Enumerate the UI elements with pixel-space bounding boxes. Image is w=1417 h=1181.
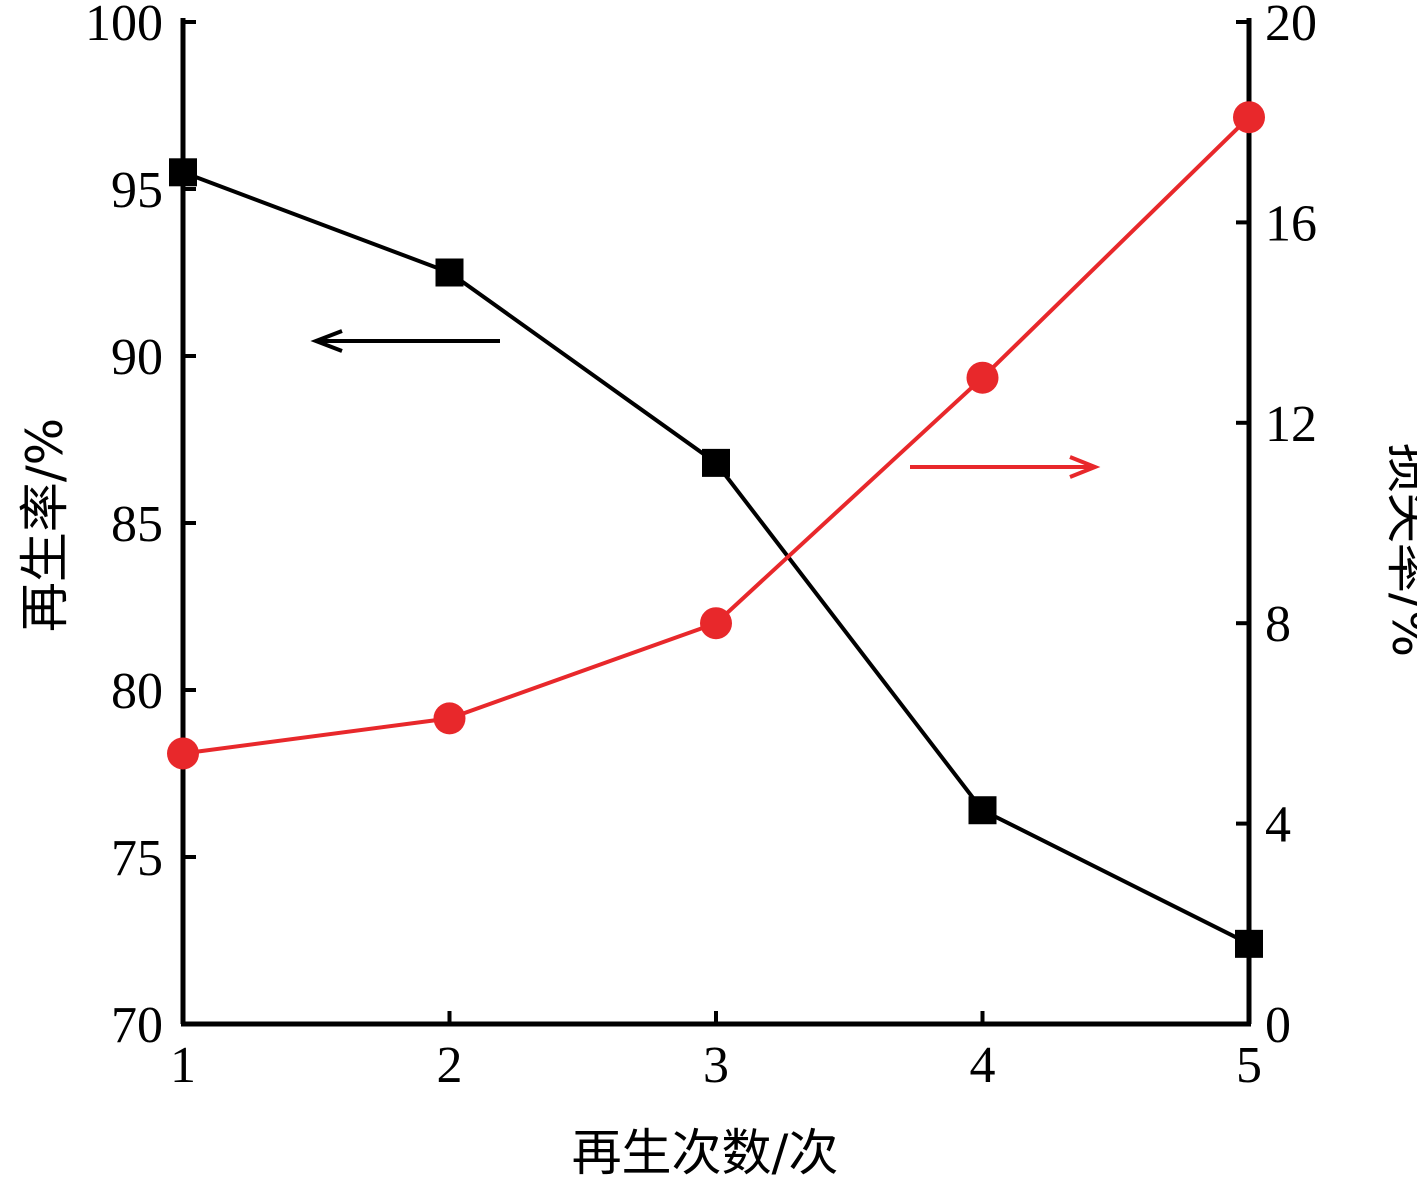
y-tick-label-left: 100 bbox=[85, 0, 163, 52]
series-1-point bbox=[1235, 929, 1263, 958]
y-tick-label-left: 90 bbox=[111, 329, 163, 386]
series-1-point bbox=[968, 796, 997, 825]
series-1-point bbox=[435, 258, 464, 287]
y-tick-label-left: 70 bbox=[111, 997, 163, 1054]
y-tick-label-right: 0 bbox=[1265, 997, 1291, 1054]
x-tick-label: 5 bbox=[1236, 1037, 1262, 1094]
y-tick-label-right: 16 bbox=[1265, 195, 1317, 252]
y-axis-title-right: 损失率/% bbox=[1381, 443, 1417, 657]
series-2-point bbox=[966, 361, 999, 394]
left-arrow-head bbox=[310, 329, 343, 353]
y-tick-label-right: 20 bbox=[1265, 0, 1317, 52]
series bbox=[167, 101, 1265, 958]
annotations bbox=[310, 329, 1101, 479]
series-2-line bbox=[182, 115, 1251, 756]
x-tick-label: 3 bbox=[703, 1037, 729, 1094]
y-axis-title-left: 再生率/% bbox=[16, 418, 74, 632]
series-2-point bbox=[433, 702, 466, 735]
axes bbox=[180, 18, 1252, 1027]
y-tick-label-right: 8 bbox=[1265, 596, 1291, 653]
series-2-point bbox=[167, 737, 199, 770]
y-tick-label-right: 4 bbox=[1265, 797, 1291, 854]
series-1-point bbox=[169, 158, 197, 187]
series-2-point bbox=[1233, 101, 1265, 134]
series-1-line bbox=[182, 170, 1250, 946]
x-tick-label: 1 bbox=[170, 1037, 196, 1094]
y-tick-label-left: 80 bbox=[111, 663, 163, 720]
y-tick-label-left: 85 bbox=[111, 496, 163, 553]
series-1-point bbox=[702, 448, 730, 477]
series-2-point bbox=[700, 607, 732, 640]
x-tick-label: 4 bbox=[970, 1037, 996, 1094]
y-tick-label-left: 75 bbox=[111, 830, 163, 887]
x-tick-label: 2 bbox=[437, 1037, 463, 1094]
y-tick-label-right: 12 bbox=[1265, 396, 1317, 453]
right-arrow-head bbox=[1069, 455, 1101, 479]
x-axis-title: 再生次数/次 bbox=[572, 1124, 839, 1181]
y-tick-label-left: 95 bbox=[111, 162, 163, 219]
